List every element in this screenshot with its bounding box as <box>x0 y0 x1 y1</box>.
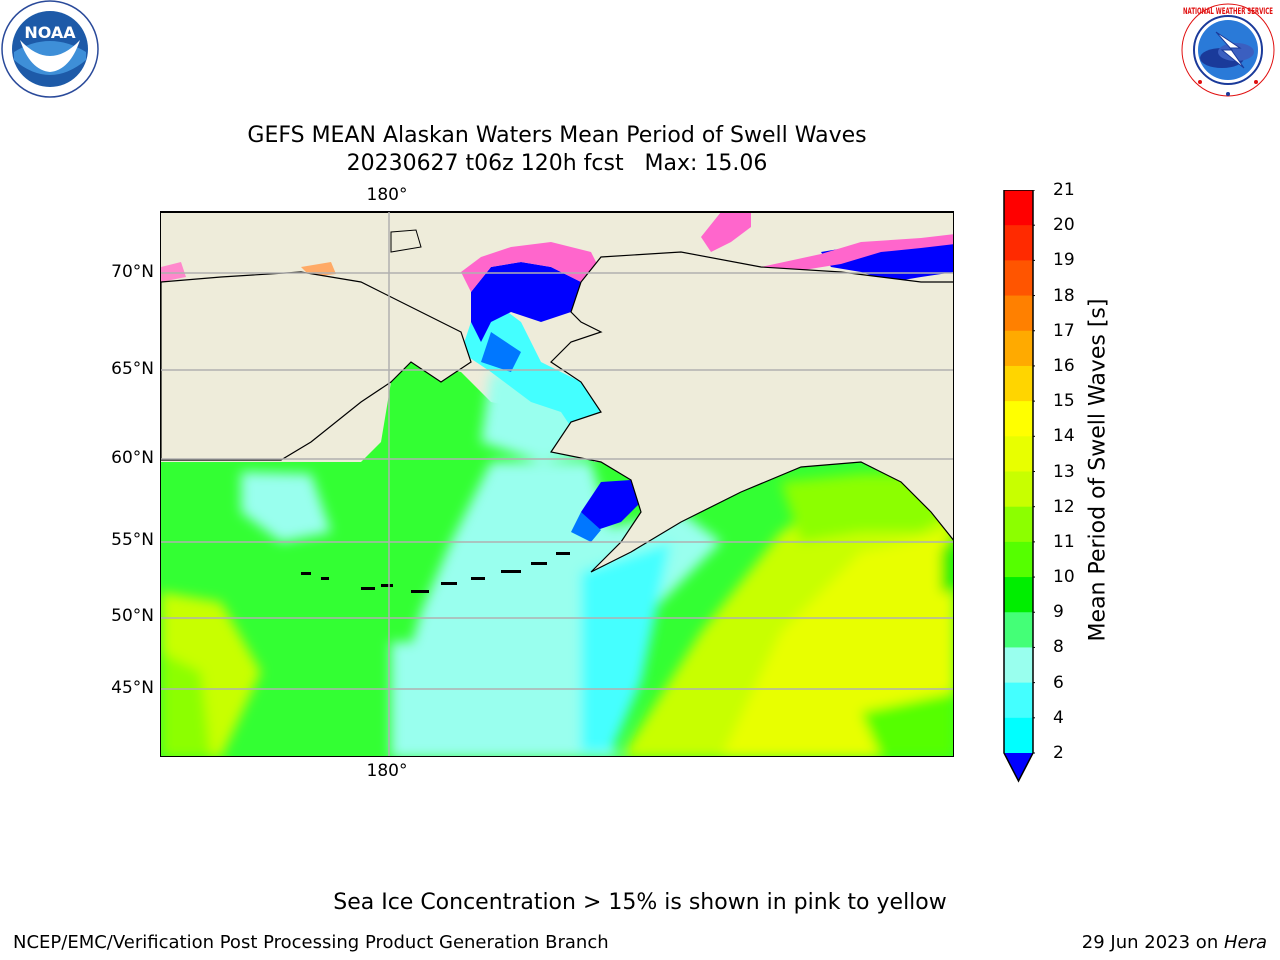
colorbar-band-12-13 <box>1004 471 1033 508</box>
swell-zone-bristol-bay <box>581 480 641 532</box>
swell-period-map <box>161 212 953 756</box>
colorbar-band-8-9 <box>1004 612 1033 648</box>
colorbar-outline <box>1003 190 1034 783</box>
colorbar-band-14-15 <box>1004 401 1033 437</box>
colorbar-band-6-8 <box>1004 647 1033 684</box>
nws-logo: NATIONAL WEATHER SERVICE <box>1181 3 1275 97</box>
colorbar-tick-label: 10 <box>1053 567 1075 588</box>
land-alaska <box>550 251 953 573</box>
lat-label-55n: 55°N <box>111 530 154 550</box>
sea-ice-edge-chukchi <box>461 242 601 292</box>
swell-zone-6s-central <box>581 542 671 752</box>
title-line-1: GEFS MEAN Alaskan Waters Mean Period of … <box>247 123 867 148</box>
colorbar-tick-label: 18 <box>1053 285 1075 306</box>
colorbar-tick-label: 4 <box>1053 707 1064 728</box>
lat-label-70n: 70°N <box>111 262 154 282</box>
colorbar-tick-label: 6 <box>1053 672 1064 693</box>
map-panel <box>160 211 954 757</box>
colorbar-band-19-20 <box>1004 225 1033 261</box>
colorbar-tick-label: 14 <box>1053 426 1075 447</box>
colorbar-tick-label: 13 <box>1053 461 1075 482</box>
credit-text: NCEP/EMC/Verification Post Processing Pr… <box>13 932 609 953</box>
chart-title: GEFS MEAN Alaskan Waters Mean Period of … <box>160 122 954 178</box>
colorbar-tick-label: 21 <box>1053 180 1075 200</box>
colorbar-band-13-14 <box>1004 436 1033 472</box>
colorbar-tick-label: 9 <box>1053 602 1064 623</box>
run-date: 29 Jun 2023 on Hera <box>1082 932 1267 953</box>
lat-label-65n: 65°N <box>111 359 154 379</box>
swell-zone-2s-strait <box>481 332 521 372</box>
colorbar-tick-label: 12 <box>1053 496 1075 517</box>
colorbar-tick-label: 15 <box>1053 391 1075 412</box>
colorbar-band-9-10 <box>1004 577 1033 613</box>
colorbar-band-10-11 <box>1004 541 1033 578</box>
colorbar <box>1003 190 1035 783</box>
colorbar-extend-arrow <box>1004 753 1033 781</box>
lon-label-top: 180° <box>366 185 408 205</box>
colorbar-band-17-18 <box>1004 295 1033 332</box>
machine-name: Hera <box>1223 932 1267 953</box>
colorbar-band-2-4 <box>1004 717 1033 754</box>
lat-label-50n: 50°N <box>111 606 154 626</box>
title-line-2: 20230627 t06z 120h fcst Max: 15.06 <box>346 151 768 176</box>
noaa-logo: NOAA <box>1 0 99 98</box>
colorbar-band-18-19 <box>1004 260 1033 297</box>
colorbar-tick-label: 20 <box>1053 215 1075 236</box>
noaa-logo-text: NOAA <box>24 23 76 42</box>
colorbar-band-20-21 <box>1004 190 1033 226</box>
sea-ice-note: Sea Ice Concentration > 15% is shown in … <box>333 890 947 915</box>
colorbar-tick-label: 17 <box>1053 320 1075 341</box>
swell-zone-14s-gulf <box>721 532 953 756</box>
colorbar-tick-label: 19 <box>1053 250 1075 271</box>
swell-zone-chukchi <box>471 262 581 342</box>
colorbar-band-16-17 <box>1004 330 1033 367</box>
lat-label-45n: 45°N <box>111 678 154 698</box>
colorbar-label: Mean Period of Swell Waves [s] <box>1085 298 1111 642</box>
colorbar-band-15-16 <box>1004 365 1033 402</box>
colorbar-tick-label: 11 <box>1053 531 1075 552</box>
colorbar-tick-label: 8 <box>1053 637 1064 658</box>
nws-logo-ring-text: NATIONAL WEATHER SERVICE <box>1183 7 1273 17</box>
swell-zone-kamchatka <box>241 472 331 542</box>
run-date-text: 29 Jun 2023 on <box>1081 932 1224 953</box>
graticule <box>161 212 953 756</box>
sea-ice-edge-beaufort <box>761 234 953 272</box>
lat-label-60n: 60°N <box>111 448 154 468</box>
colorbar-tick-label: 16 <box>1053 355 1075 376</box>
colorbar-tick-label: 2 <box>1053 743 1064 763</box>
land-siberia <box>161 271 472 461</box>
lon-label-bottom: 180° <box>366 761 408 781</box>
colorbar-band-4-6 <box>1004 682 1033 719</box>
land-wrangel-island <box>390 229 422 253</box>
colorbar-band-11-12 <box>1004 506 1033 543</box>
aleutian-islands <box>301 552 570 593</box>
